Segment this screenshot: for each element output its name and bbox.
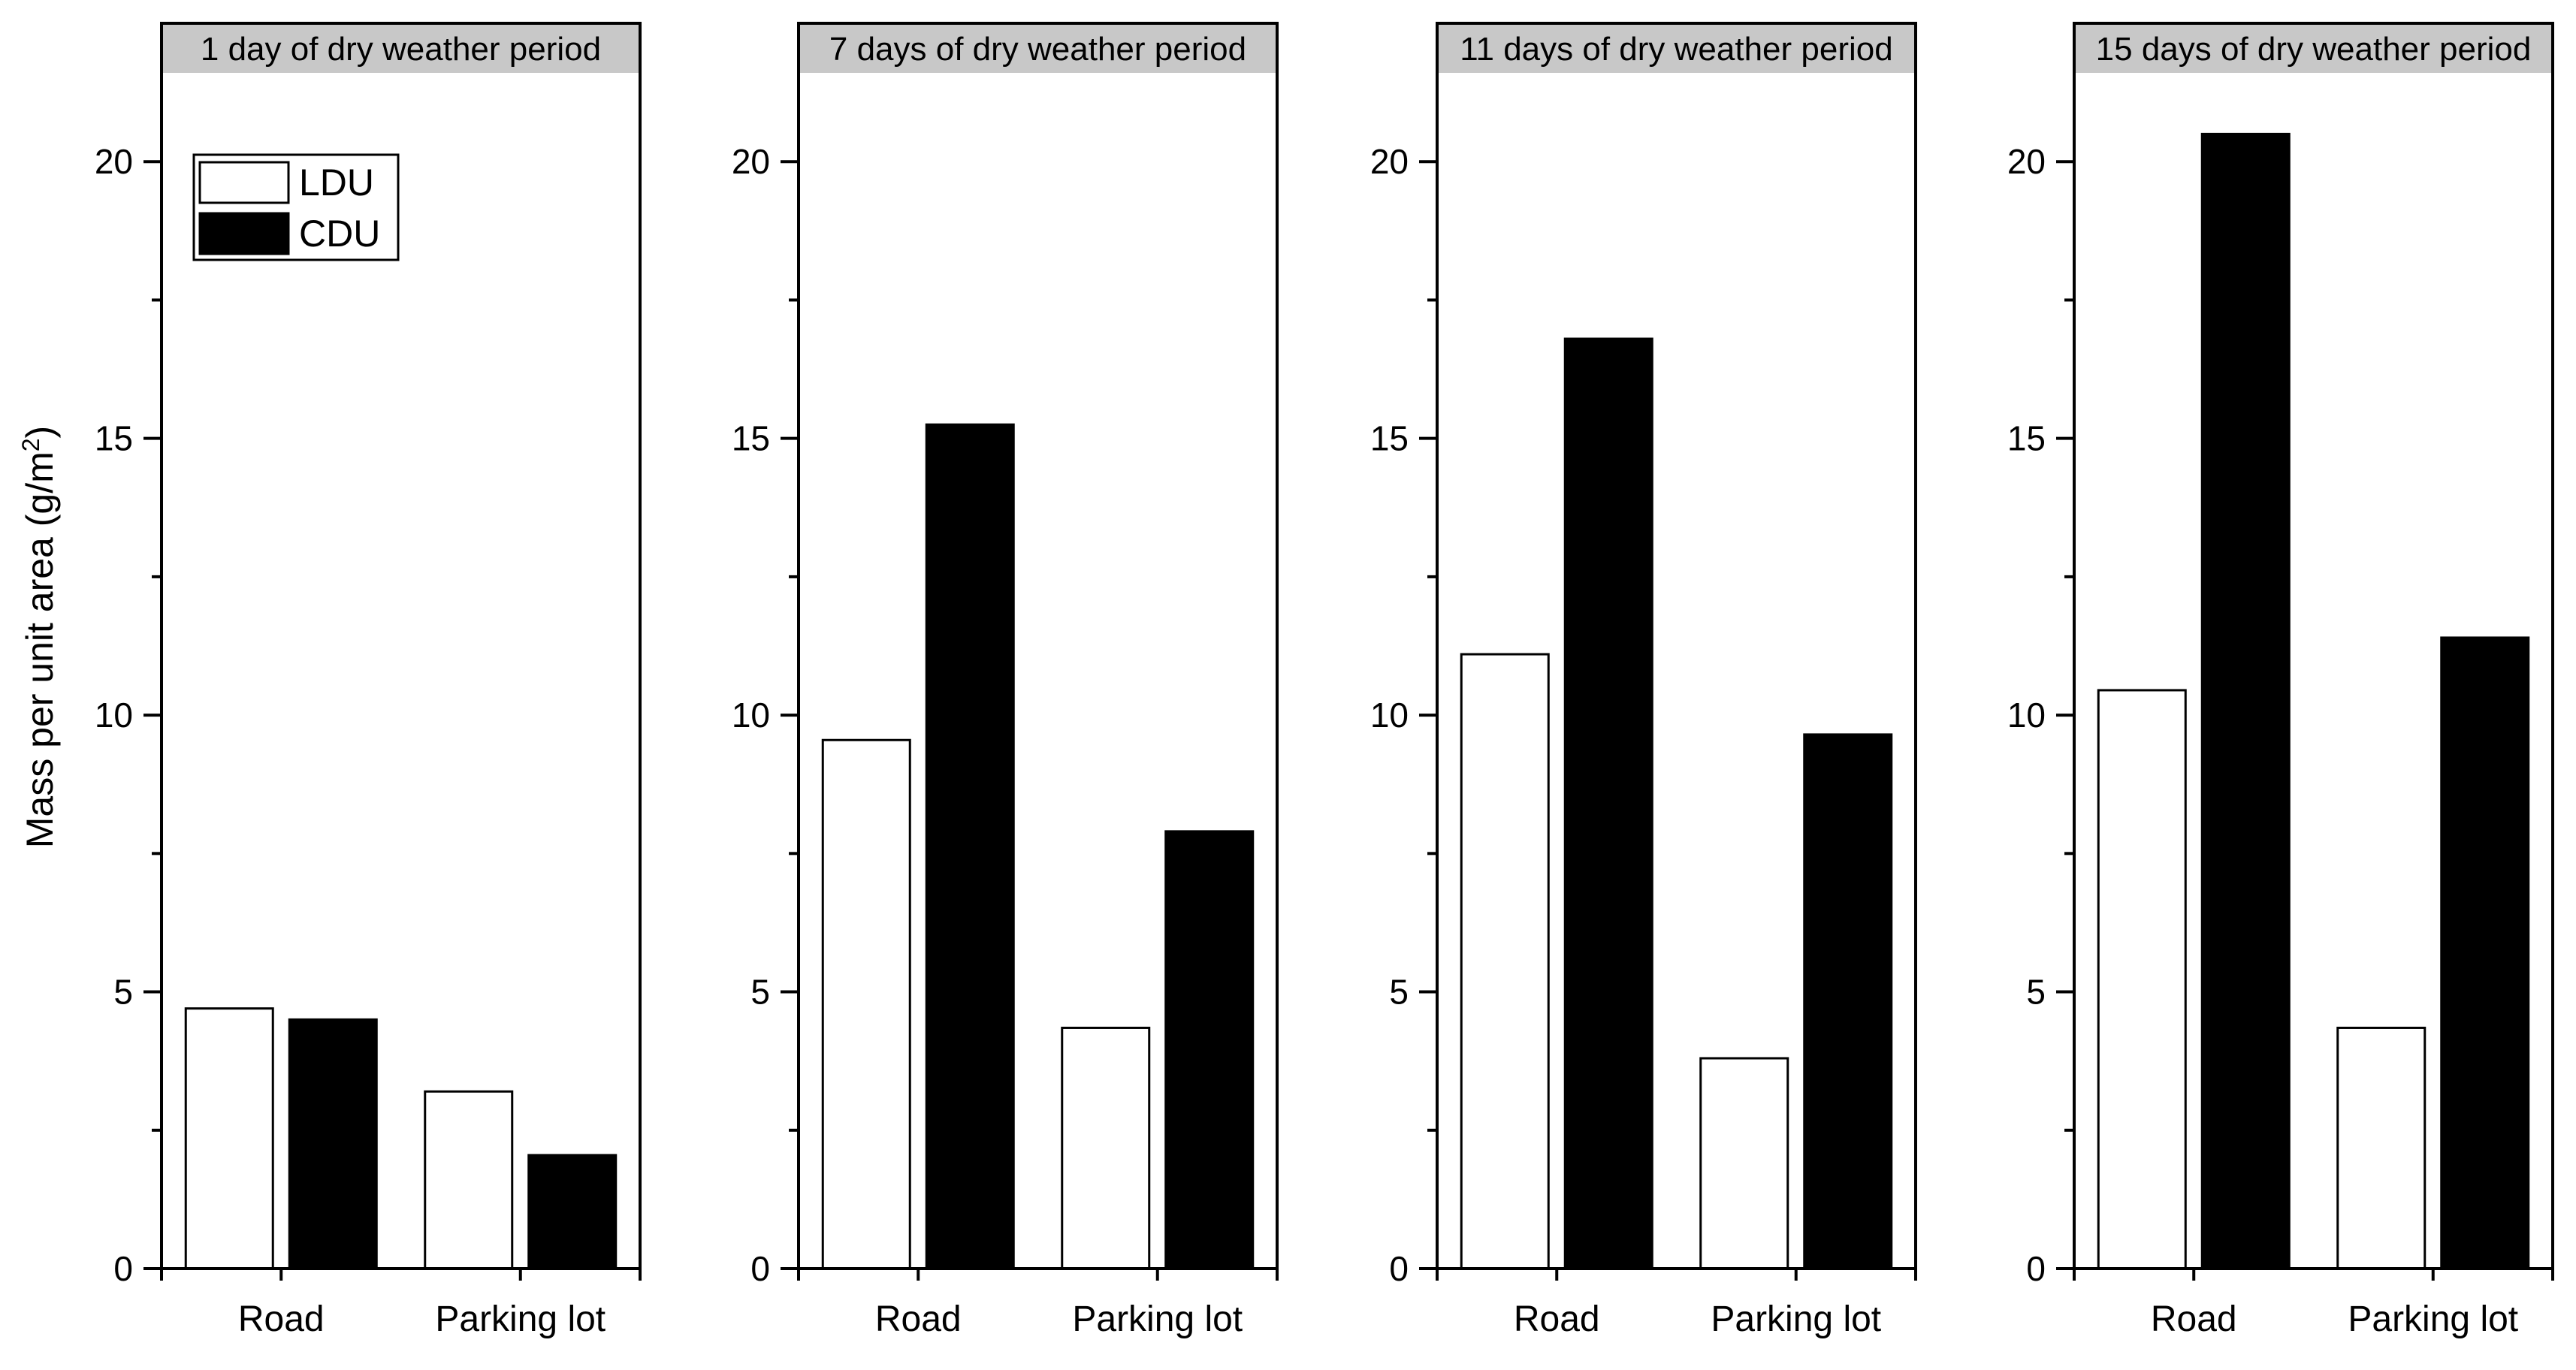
- y-tick-label: 0: [2026, 1249, 2046, 1288]
- bar-ldu-road: [1460, 653, 1550, 1270]
- y-tick-label: 5: [2026, 973, 2046, 1012]
- y-tick-label: 10: [732, 696, 770, 735]
- bar-cdu-parking-lot: [527, 1154, 618, 1270]
- x-tick-label: Parking lot: [1711, 1299, 1881, 1339]
- y-tick-label: 10: [1370, 696, 1409, 735]
- bar-ldu-road: [2097, 689, 2187, 1270]
- panel-frame: [1436, 22, 1917, 1270]
- y-axis-label-main: Mass per unit area (g/m: [19, 451, 61, 848]
- panel-strip: [799, 23, 1277, 73]
- bar-cdu-road: [2200, 132, 2291, 1270]
- bar-ldu-road: [184, 1007, 274, 1270]
- legend-swatch-cdu: [198, 212, 290, 255]
- bar-ldu-parking-lot: [1699, 1057, 1789, 1270]
- panel-3: 11 days of dry weather period Road Parking…: [1370, 22, 1917, 1339]
- panel-2: 7 days of dry weather period Road Parking …: [732, 22, 1279, 1339]
- bar-cdu-parking-lot: [1803, 733, 1893, 1270]
- panel-title: 15 days of dry weather period: [2096, 31, 2532, 68]
- panel-frame: [160, 22, 642, 1270]
- panel-title: 7 days of dry weather period: [829, 31, 1246, 68]
- panel-4: 15 days of dry weather period Road Parking…: [2007, 22, 2554, 1339]
- legend: LDU CDU: [192, 153, 400, 261]
- bar-cdu-road: [925, 423, 1015, 1270]
- y-tick-label: 0: [750, 1249, 770, 1288]
- x-tick-label: Road: [238, 1299, 325, 1339]
- y-tick-label: 10: [95, 696, 133, 735]
- y-axis-label-close: ): [19, 426, 61, 439]
- panel-frame: [2073, 22, 2554, 1270]
- x-tick-label: Parking lot: [435, 1299, 605, 1339]
- bar-cdu-parking-lot: [1164, 830, 1255, 1270]
- y-tick-label: 20: [1370, 142, 1409, 181]
- panel-strip: [2074, 23, 2553, 73]
- bar-ldu-road: [821, 738, 911, 1270]
- y-tick-label: 0: [113, 1249, 133, 1288]
- x-tick-label: Road: [1514, 1299, 1600, 1339]
- x-tick-label: Parking lot: [1072, 1299, 1243, 1339]
- y-axis-label: Mass per unit area (g/m2): [17, 426, 61, 848]
- panel-title: 11 days of dry weather period: [1460, 31, 1892, 68]
- y-tick-label: 15: [2007, 419, 2046, 458]
- bar-cdu-road: [1563, 337, 1653, 1270]
- y-tick-label: 15: [1370, 419, 1409, 458]
- y-tick-label: 20: [2007, 142, 2046, 181]
- bar-cdu-road: [288, 1018, 378, 1270]
- panel-1: 1 day of dry weather period Road Parking l…: [95, 22, 642, 1339]
- bar-ldu-parking-lot: [2336, 1026, 2427, 1270]
- y-tick-label: 20: [95, 142, 133, 181]
- panel-strip: [1437, 23, 1916, 73]
- y-tick-label: 15: [732, 419, 770, 458]
- y-tick-label: 5: [750, 973, 770, 1012]
- bar-cdu-parking-lot: [2440, 636, 2530, 1270]
- legend-label-ldu: LDU: [299, 161, 374, 204]
- y-tick-label: 20: [732, 142, 770, 181]
- legend-label-cdu: CDU: [299, 213, 380, 255]
- bar-ldu-parking-lot: [1061, 1026, 1151, 1270]
- y-axis-label-superscript: 2: [17, 438, 44, 451]
- panel-frame: [797, 22, 1279, 1270]
- panels: 1 day of dry weather period Road Parking l…: [95, 22, 2554, 1339]
- legend-swatch-ldu: [198, 161, 290, 204]
- y-tick-label: 10: [2007, 696, 2046, 735]
- bar-ldu-parking-lot: [424, 1090, 514, 1270]
- panel-title: 1 day of dry weather period: [201, 31, 601, 68]
- y-tick-label: 5: [1389, 973, 1409, 1012]
- y-tick-label: 0: [1389, 1249, 1409, 1288]
- x-tick-label: Parking lot: [2348, 1299, 2518, 1339]
- y-tick-label: 5: [113, 973, 133, 1012]
- x-tick-label: Road: [875, 1299, 962, 1339]
- panel-strip: [162, 23, 640, 73]
- x-tick-label: Road: [2151, 1299, 2237, 1339]
- y-tick-label: 15: [95, 419, 133, 458]
